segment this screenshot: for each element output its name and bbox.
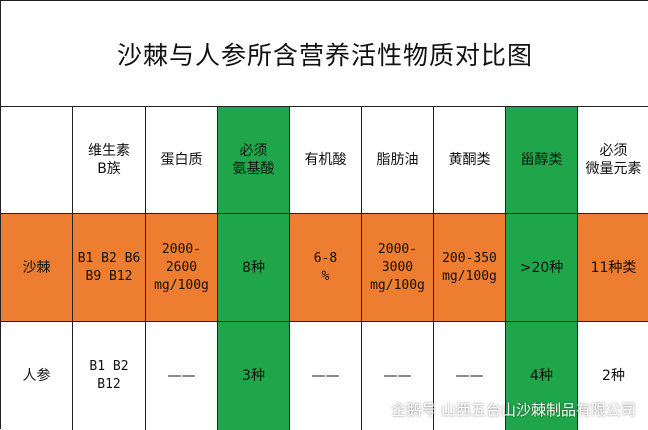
table-cell: 8种 <box>218 214 290 322</box>
header-cell-protein: 蛋白质 <box>146 107 218 214</box>
header-cell-fatty-oil: 脂肪油 <box>362 107 434 214</box>
table-cell: —— <box>362 322 434 430</box>
header-cell-organic-acid: 有机酸 <box>290 107 362 214</box>
table-cell: 6-8 % <box>290 214 362 322</box>
table-cell: 3种 <box>218 322 290 430</box>
header-cell-amino-acid: 必须 氨基酸 <box>218 107 290 214</box>
table-row-shaji: 沙棘 B1 B2 B6 B9 B12 2000- 2600 mg/100g 8种… <box>1 214 648 322</box>
table-cell: —— <box>290 322 362 430</box>
table-cell: —— <box>434 322 506 430</box>
table-cell: 2种 <box>602 368 625 384</box>
table-cell: 200-350 mg/100g <box>434 214 506 322</box>
header-row: 维生素 B族 蛋白质 必须 氨基酸 有机酸 脂肪油 黄酮类 甾醇类 必须 微量元… <box>1 107 648 214</box>
table-cell: >20种 <box>506 214 578 322</box>
header-cell-trace-elements: 必须 微量元素 <box>578 107 648 214</box>
table-cell: 4种 <box>506 322 578 430</box>
header-cell-vitamin-b: 维生素 B族 <box>73 107 146 214</box>
table-cell: 2000- 2600 mg/100g <box>146 214 218 322</box>
header-cell-flavonoids: 黄酮类 <box>434 107 506 214</box>
header-cell-sterols: 甾醇类 <box>506 107 578 214</box>
header-cell-corner <box>1 107 73 214</box>
table-row-renshen: 人参 B1 B2 B12 —— 3种 —— —— —— 4种 2种 <box>1 322 648 430</box>
table-title: 沙棘与人参所含营养活性物质对比图 <box>1 1 648 107</box>
table-cell: 11种类 <box>578 214 648 322</box>
table-cell: —— <box>146 322 218 430</box>
row-label: 沙棘 <box>1 214 73 322</box>
table-cell: 2000- 3000 mg/100g <box>362 214 434 322</box>
row-label: 人参 <box>1 322 73 430</box>
table-cell: B1 B2 B6 B9 B12 <box>73 214 146 322</box>
table-cell: B1 B2 B12 <box>73 322 146 430</box>
